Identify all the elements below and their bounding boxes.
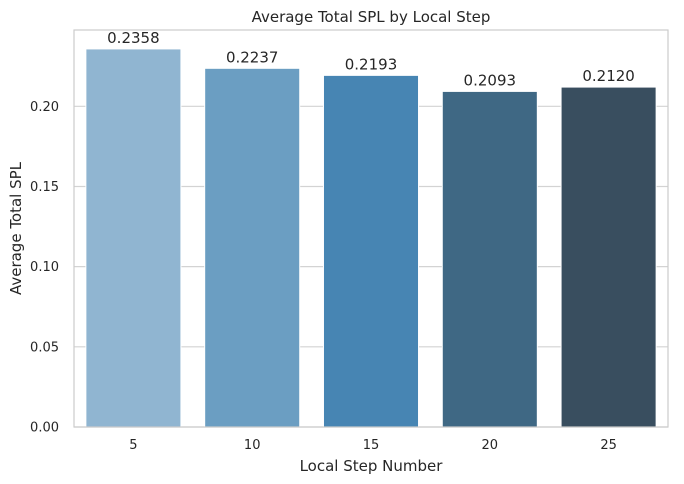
- y-tick-label: 0.05: [30, 340, 59, 355]
- chart-title: Average Total SPL by Local Step: [252, 8, 491, 26]
- x-tick-label: 25: [600, 438, 617, 453]
- y-tick-label: 0.20: [30, 100, 59, 115]
- bar: [85, 48, 182, 428]
- x-tick-label: 15: [363, 438, 380, 453]
- x-axis-title: Local Step Number: [300, 457, 444, 475]
- y-axis-title: Average Total SPL: [7, 161, 25, 295]
- bar-value-label: 0.2120: [582, 67, 635, 85]
- y-tick-label: 0.10: [30, 260, 59, 275]
- bar-value-label: 0.2193: [345, 55, 398, 73]
- bar: [441, 90, 538, 428]
- y-tick-label: 0.00: [30, 421, 59, 436]
- bar-value-label: 0.2358: [107, 29, 160, 47]
- x-tick-label: 20: [482, 438, 499, 453]
- y-axis-ticks: 0.00 0.05 0.10 0.15 0.20: [30, 100, 59, 436]
- bar-value-label: 0.2093: [464, 71, 517, 89]
- bars: [85, 48, 657, 428]
- x-tick-label: 5: [129, 438, 137, 453]
- bar-value-label: 0.2237: [226, 48, 279, 66]
- bar-value-labels: 0.2358 0.2237 0.2193 0.2093 0.2120: [107, 29, 635, 89]
- x-axis-ticks: 5 10 15 20 25: [129, 438, 617, 453]
- bar: [204, 67, 301, 428]
- bar: [322, 74, 420, 428]
- x-tick-label: 10: [244, 438, 261, 453]
- y-tick-label: 0.15: [30, 180, 59, 195]
- bar: [560, 86, 657, 428]
- plot-frame: [73, 29, 669, 428]
